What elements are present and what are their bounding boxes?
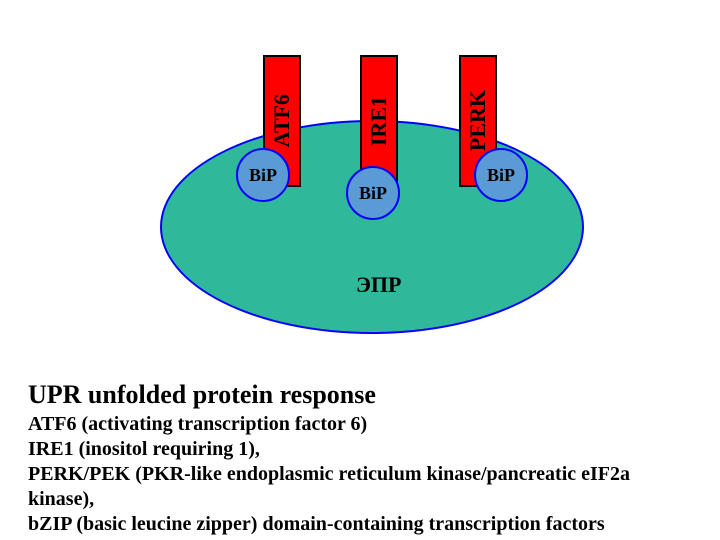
caption-line-4: bZIP (basic leucine zipper) domain-conta… (28, 512, 698, 537)
upr-diagram: ATF6 IRE1 PERK BiP BiP BiP ЭПР (0, 0, 720, 360)
er-label: ЭПР (356, 272, 401, 298)
receptor-atf6-label: ATF6 (269, 94, 295, 147)
bip-chaperone-3: BiP (474, 148, 528, 202)
bip-chaperone-2: BiP (346, 166, 400, 220)
bip-label-1: BiP (249, 166, 277, 185)
bip-label-2: BiP (359, 184, 387, 203)
caption-block: UPR unfolded protein response ATF6 (acti… (28, 380, 698, 537)
bip-chaperone-1: BiP (236, 148, 290, 202)
bip-label-3: BiP (487, 166, 515, 185)
caption-line-1: ATF6 (activating transcription factor 6) (28, 412, 698, 437)
receptor-perk-label: PERK (465, 90, 491, 151)
caption-line-3: PERK/PEK (PKR-like endoplasmic reticulum… (28, 462, 698, 512)
receptor-ire1-label: IRE1 (366, 96, 392, 146)
caption-title: UPR unfolded protein response (28, 380, 698, 410)
caption-line-2: IRE1 (inositol requiring 1), (28, 437, 698, 462)
